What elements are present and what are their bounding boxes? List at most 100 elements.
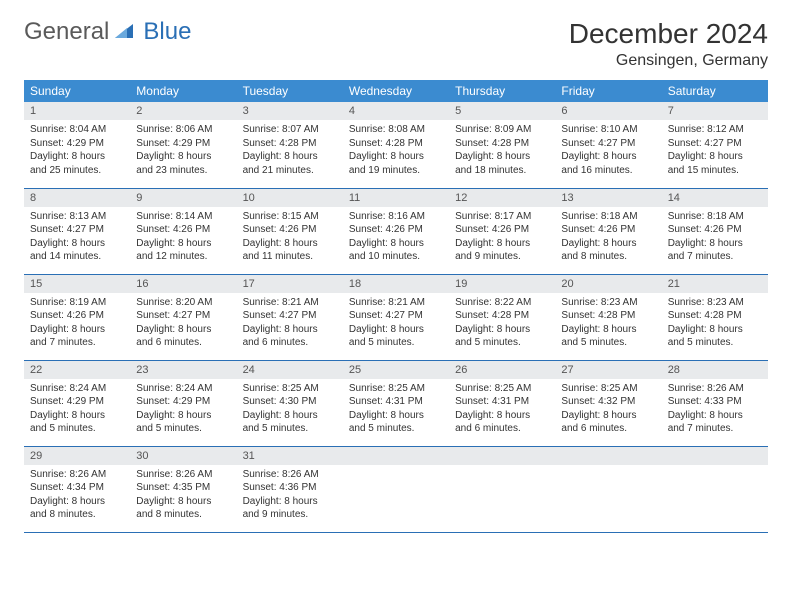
day-details: Sunrise: 8:22 AMSunset: 4:28 PMDaylight:… [449,293,555,356]
calendar-day: 22Sunrise: 8:24 AMSunset: 4:29 PMDayligh… [24,360,130,446]
calendar-row: 15Sunrise: 8:19 AMSunset: 4:26 PMDayligh… [24,274,768,360]
calendar-day: 16Sunrise: 8:20 AMSunset: 4:27 PMDayligh… [130,274,236,360]
day-number [343,447,449,465]
calendar-empty [343,446,449,532]
day-details: Sunrise: 8:15 AMSunset: 4:26 PMDaylight:… [237,207,343,270]
calendar-day: 17Sunrise: 8:21 AMSunset: 4:27 PMDayligh… [237,274,343,360]
day-number: 24 [237,361,343,379]
day-number: 12 [449,189,555,207]
calendar-day: 28Sunrise: 8:26 AMSunset: 4:33 PMDayligh… [662,360,768,446]
brand-part1: General [24,18,109,46]
brand-logo: General Blue [24,18,191,46]
day-number: 20 [555,275,661,293]
calendar-row: 1Sunrise: 8:04 AMSunset: 4:29 PMDaylight… [24,102,768,188]
calendar-body: 1Sunrise: 8:04 AMSunset: 4:29 PMDaylight… [24,102,768,532]
brand-sail-icon [113,20,135,45]
day-number: 10 [237,189,343,207]
weekday-header: Sunday [24,80,130,102]
calendar-day: 20Sunrise: 8:23 AMSunset: 4:28 PMDayligh… [555,274,661,360]
day-number [555,447,661,465]
day-number: 13 [555,189,661,207]
day-number: 9 [130,189,236,207]
day-details: Sunrise: 8:13 AMSunset: 4:27 PMDaylight:… [24,207,130,270]
calendar-empty [555,446,661,532]
day-number: 22 [24,361,130,379]
calendar-day: 14Sunrise: 8:18 AMSunset: 4:26 PMDayligh… [662,188,768,274]
day-details [449,465,555,474]
calendar-day: 26Sunrise: 8:25 AMSunset: 4:31 PMDayligh… [449,360,555,446]
day-details: Sunrise: 8:17 AMSunset: 4:26 PMDaylight:… [449,207,555,270]
calendar-day: 15Sunrise: 8:19 AMSunset: 4:26 PMDayligh… [24,274,130,360]
weekday-header: Monday [130,80,236,102]
day-number: 21 [662,275,768,293]
calendar-day: 3Sunrise: 8:07 AMSunset: 4:28 PMDaylight… [237,102,343,188]
calendar-day: 9Sunrise: 8:14 AMSunset: 4:26 PMDaylight… [130,188,236,274]
calendar-day: 11Sunrise: 8:16 AMSunset: 4:26 PMDayligh… [343,188,449,274]
day-details: Sunrise: 8:23 AMSunset: 4:28 PMDaylight:… [662,293,768,356]
calendar-day: 18Sunrise: 8:21 AMSunset: 4:27 PMDayligh… [343,274,449,360]
calendar-empty [662,446,768,532]
calendar-day: 29Sunrise: 8:26 AMSunset: 4:34 PMDayligh… [24,446,130,532]
calendar-day: 23Sunrise: 8:24 AMSunset: 4:29 PMDayligh… [130,360,236,446]
day-number: 29 [24,447,130,465]
day-number: 11 [343,189,449,207]
day-number: 26 [449,361,555,379]
day-details: Sunrise: 8:25 AMSunset: 4:31 PMDaylight:… [343,379,449,442]
calendar-day: 7Sunrise: 8:12 AMSunset: 4:27 PMDaylight… [662,102,768,188]
calendar-day: 21Sunrise: 8:23 AMSunset: 4:28 PMDayligh… [662,274,768,360]
calendar-day: 19Sunrise: 8:22 AMSunset: 4:28 PMDayligh… [449,274,555,360]
location-label: Gensingen, Germany [569,52,768,70]
day-details: Sunrise: 8:18 AMSunset: 4:26 PMDaylight:… [555,207,661,270]
calendar-day: 25Sunrise: 8:25 AMSunset: 4:31 PMDayligh… [343,360,449,446]
day-number: 25 [343,361,449,379]
day-number [449,447,555,465]
day-number: 8 [24,189,130,207]
day-number: 28 [662,361,768,379]
day-details [343,465,449,474]
day-details: Sunrise: 8:25 AMSunset: 4:32 PMDaylight:… [555,379,661,442]
title-block: December 2024 Gensingen, Germany [569,18,768,70]
brand-part2: Blue [143,18,191,46]
calendar-day: 13Sunrise: 8:18 AMSunset: 4:26 PMDayligh… [555,188,661,274]
day-details: Sunrise: 8:08 AMSunset: 4:28 PMDaylight:… [343,120,449,183]
calendar-head: SundayMondayTuesdayWednesdayThursdayFrid… [24,80,768,102]
day-number: 14 [662,189,768,207]
calendar-row: 29Sunrise: 8:26 AMSunset: 4:34 PMDayligh… [24,446,768,532]
day-details: Sunrise: 8:09 AMSunset: 4:28 PMDaylight:… [449,120,555,183]
day-details: Sunrise: 8:04 AMSunset: 4:29 PMDaylight:… [24,120,130,183]
day-details: Sunrise: 8:24 AMSunset: 4:29 PMDaylight:… [24,379,130,442]
calendar-day: 10Sunrise: 8:15 AMSunset: 4:26 PMDayligh… [237,188,343,274]
weekday-header: Wednesday [343,80,449,102]
calendar-day: 30Sunrise: 8:26 AMSunset: 4:35 PMDayligh… [130,446,236,532]
weekday-header: Friday [555,80,661,102]
day-details: Sunrise: 8:23 AMSunset: 4:28 PMDaylight:… [555,293,661,356]
day-details: Sunrise: 8:25 AMSunset: 4:31 PMDaylight:… [449,379,555,442]
day-number [662,447,768,465]
calendar-day: 2Sunrise: 8:06 AMSunset: 4:29 PMDaylight… [130,102,236,188]
day-details: Sunrise: 8:07 AMSunset: 4:28 PMDaylight:… [237,120,343,183]
day-details: Sunrise: 8:19 AMSunset: 4:26 PMDaylight:… [24,293,130,356]
day-details: Sunrise: 8:16 AMSunset: 4:26 PMDaylight:… [343,207,449,270]
calendar-day: 1Sunrise: 8:04 AMSunset: 4:29 PMDaylight… [24,102,130,188]
day-number: 17 [237,275,343,293]
day-details: Sunrise: 8:18 AMSunset: 4:26 PMDaylight:… [662,207,768,270]
day-number: 30 [130,447,236,465]
day-details: Sunrise: 8:26 AMSunset: 4:34 PMDaylight:… [24,465,130,528]
day-details: Sunrise: 8:20 AMSunset: 4:27 PMDaylight:… [130,293,236,356]
calendar-row: 8Sunrise: 8:13 AMSunset: 4:27 PMDaylight… [24,188,768,274]
calendar-day: 6Sunrise: 8:10 AMSunset: 4:27 PMDaylight… [555,102,661,188]
calendar-day: 8Sunrise: 8:13 AMSunset: 4:27 PMDaylight… [24,188,130,274]
day-details: Sunrise: 8:12 AMSunset: 4:27 PMDaylight:… [662,120,768,183]
calendar-day: 31Sunrise: 8:26 AMSunset: 4:36 PMDayligh… [237,446,343,532]
calendar-day: 27Sunrise: 8:25 AMSunset: 4:32 PMDayligh… [555,360,661,446]
calendar-day: 5Sunrise: 8:09 AMSunset: 4:28 PMDaylight… [449,102,555,188]
day-details: Sunrise: 8:26 AMSunset: 4:33 PMDaylight:… [662,379,768,442]
calendar-day: 24Sunrise: 8:25 AMSunset: 4:30 PMDayligh… [237,360,343,446]
day-number: 1 [24,102,130,120]
day-number: 6 [555,102,661,120]
day-number: 3 [237,102,343,120]
day-details: Sunrise: 8:26 AMSunset: 4:36 PMDaylight:… [237,465,343,528]
calendar-day: 12Sunrise: 8:17 AMSunset: 4:26 PMDayligh… [449,188,555,274]
day-details: Sunrise: 8:21 AMSunset: 4:27 PMDaylight:… [343,293,449,356]
day-number: 4 [343,102,449,120]
